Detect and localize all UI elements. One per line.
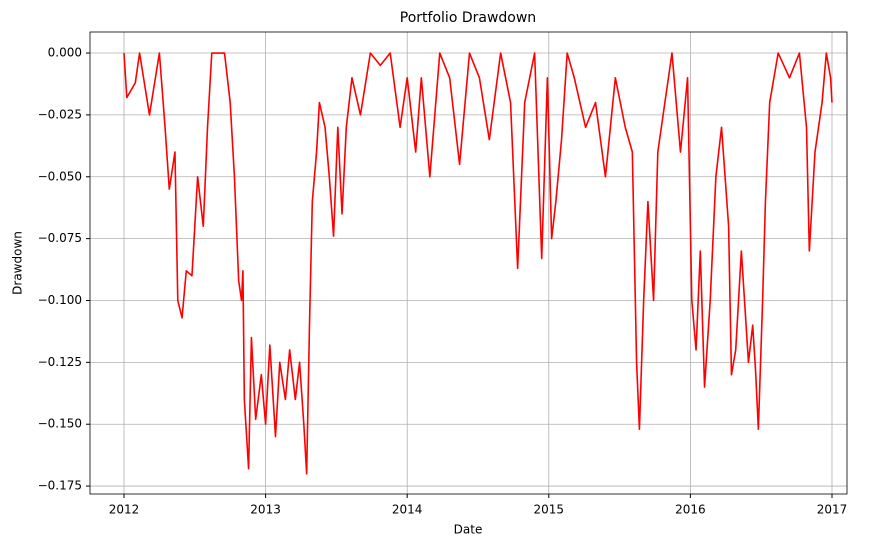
y-tick-label: −0.125 <box>38 355 82 369</box>
y-tick-label: −0.150 <box>38 417 82 431</box>
x-tick-label: 2014 <box>392 503 423 517</box>
x-tick-label: 2013 <box>250 503 281 517</box>
plot-frame <box>89 31 848 495</box>
line-series <box>123 52 833 475</box>
y-tick-label: −0.025 <box>38 107 82 121</box>
y-tick-label: −0.100 <box>38 293 82 307</box>
y-tick-label: −0.175 <box>38 479 82 493</box>
x-axis-label: Date <box>454 523 483 537</box>
y-tick-label: −0.050 <box>38 169 82 183</box>
x-tick-label: 2016 <box>675 503 706 517</box>
x-tick-label: 2017 <box>817 503 848 517</box>
chart-title: Portfolio Drawdown <box>400 10 536 26</box>
y-tick-label: −0.075 <box>38 231 82 245</box>
y-axis-label: Drawdown <box>11 231 25 295</box>
y-tick-label: 0.000 <box>48 46 82 60</box>
x-tick-label: 2012 <box>109 503 140 517</box>
x-tick-label: 2015 <box>534 503 565 517</box>
